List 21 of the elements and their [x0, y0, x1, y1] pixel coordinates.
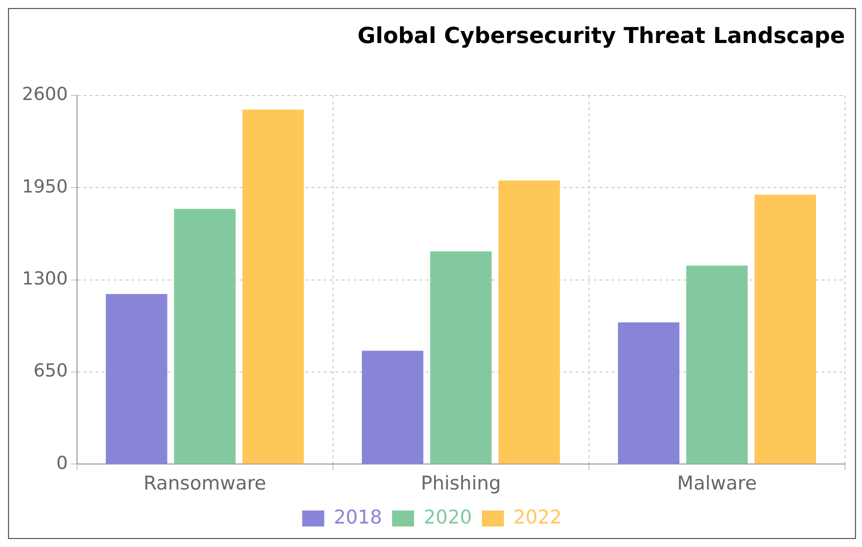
- legend-label: 2018: [334, 506, 382, 528]
- chart-title: Global Cybersecurity Threat Landscape: [357, 24, 845, 49]
- bar: [242, 110, 304, 464]
- y-tick-label: 1300: [22, 268, 68, 290]
- x-tick-label: Malware: [677, 472, 757, 495]
- bar: [430, 251, 492, 464]
- x-tick-label: Phishing: [420, 472, 501, 495]
- bar: [106, 294, 168, 464]
- legend-label: 2022: [513, 506, 562, 528]
- y-tick-label: 0: [56, 452, 68, 474]
- bar: [686, 266, 748, 464]
- legend-label: 2020: [424, 506, 472, 528]
- x-tick-label: Ransomware: [143, 472, 266, 495]
- bar: [618, 322, 680, 464]
- bar: [754, 194, 816, 464]
- y-tick-label: 1950: [22, 176, 68, 198]
- y-tick-label: 650: [33, 360, 68, 382]
- bar: [498, 180, 560, 464]
- bar: [174, 208, 236, 464]
- bar: [362, 350, 424, 464]
- y-tick-label: 2600: [22, 84, 68, 106]
